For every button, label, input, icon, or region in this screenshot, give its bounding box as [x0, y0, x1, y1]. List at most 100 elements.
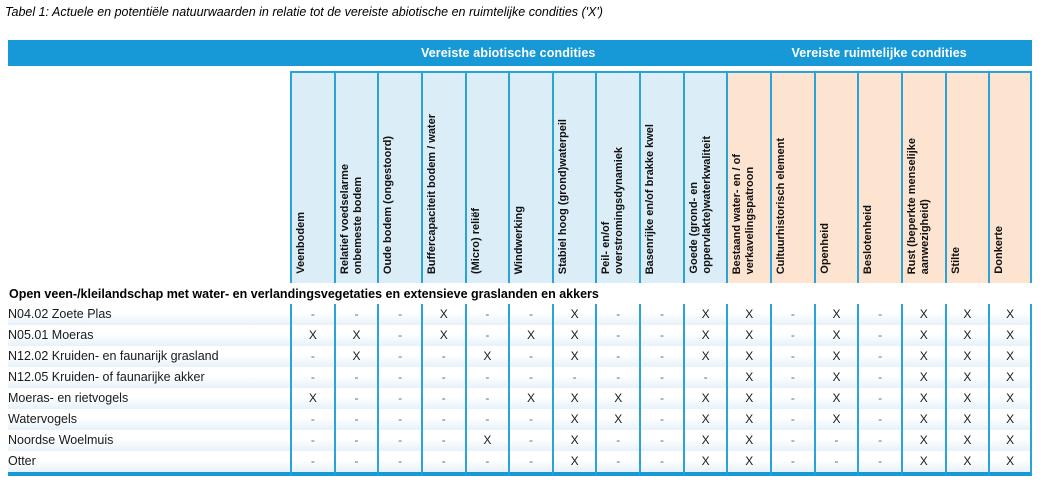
value-cell: X [944, 325, 989, 346]
value-cell: X [333, 325, 378, 346]
column-header-label: Cultuurhistorisch element [775, 137, 788, 274]
value-cell: - [333, 304, 378, 325]
row-label: N12.02 Kruiden- en faunarijk grasland [8, 346, 290, 367]
value-cell: X [813, 388, 858, 409]
value-cell: X [988, 304, 1032, 325]
value-cell: X [988, 346, 1032, 367]
value-cell: X [726, 388, 771, 409]
value-cell: X [420, 325, 465, 346]
value-cell: X [944, 451, 989, 476]
value-cell: X [900, 325, 945, 346]
value-cell: X [551, 346, 596, 367]
value-cell: X [464, 430, 509, 451]
value-cell: X [988, 409, 1032, 430]
column-header-label: (Micro) reliëf [469, 207, 482, 274]
column-header: Windwerking [508, 71, 552, 283]
column-header: (Micro) reliëf [464, 71, 509, 283]
value-cell: X [508, 388, 552, 409]
value-cell: X [813, 346, 858, 367]
value-cell: - [639, 367, 683, 388]
column-header: Basenrijke en/of brakke kwel [639, 71, 683, 283]
value-cell: - [551, 367, 596, 388]
value-cell: X [595, 409, 640, 430]
value-cell: - [857, 451, 901, 476]
value-cell: X [988, 325, 1032, 346]
value-cell: X [682, 346, 727, 367]
value-cell: X [682, 304, 727, 325]
corner-cell [8, 71, 290, 283]
column-header: Openheid [813, 71, 858, 283]
value-cell: - [639, 388, 683, 409]
value-cell: - [770, 325, 814, 346]
value-cell: - [377, 346, 421, 367]
value-cell: - [333, 388, 378, 409]
row-label: Noordse Woelmuis [8, 430, 290, 451]
value-cell: - [857, 409, 901, 430]
value-cell: - [770, 304, 814, 325]
value-cell: - [595, 346, 640, 367]
value-cell: - [464, 325, 509, 346]
value-cell: X [944, 304, 989, 325]
column-header: Bestaand water- en / of verkavelingspatr… [726, 71, 771, 283]
value-cell: - [639, 430, 683, 451]
value-cell: X [988, 451, 1032, 476]
value-cell: - [595, 430, 640, 451]
value-cell: - [857, 367, 901, 388]
value-cell: - [595, 451, 640, 476]
value-cell: - [377, 430, 421, 451]
value-cell: - [813, 430, 858, 451]
value-cell: - [639, 325, 683, 346]
value-cell: - [377, 304, 421, 325]
value-cell: X [464, 346, 509, 367]
value-cell: - [639, 409, 683, 430]
value-cell: X [726, 367, 771, 388]
value-cell: - [420, 451, 465, 476]
value-cell: X [726, 346, 771, 367]
value-cell: - [595, 325, 640, 346]
value-cell: - [420, 367, 465, 388]
value-cell: X [682, 388, 727, 409]
value-cell: X [900, 430, 945, 451]
column-header-label: Openheid [818, 223, 831, 274]
nature-values-table: Vereiste abiotische condities Vereiste ru… [8, 40, 1032, 476]
row-label: N05.01 Moeras [8, 325, 290, 346]
value-cell: X [900, 388, 945, 409]
value-cell: - [290, 346, 334, 367]
value-cell: - [857, 304, 901, 325]
value-cell: - [290, 451, 334, 476]
value-cell: X [682, 409, 727, 430]
value-cell: X [944, 409, 989, 430]
value-cell: - [639, 304, 683, 325]
value-cell: X [420, 304, 465, 325]
table-row: N12.02 Kruiden- en faunarijk grasland - X -… [8, 346, 1032, 367]
row-label: Otter [8, 451, 290, 476]
value-cell: - [333, 430, 378, 451]
value-cell: X [290, 388, 334, 409]
value-cell: - [857, 388, 901, 409]
value-cell: X [551, 388, 596, 409]
value-cell: X [508, 325, 552, 346]
value-cell: - [464, 304, 509, 325]
column-header: Veenbodem [290, 71, 334, 283]
value-cell: - [290, 430, 334, 451]
value-cell: X [682, 430, 727, 451]
column-header-label: Veenbodem [295, 212, 307, 274]
value-cell: X [726, 325, 771, 346]
column-header-label: Rust (beperkte menselijke aanwezigheid) [905, 137, 932, 274]
value-cell: - [464, 367, 509, 388]
band-leading-cell [8, 40, 290, 71]
value-cell: - [377, 409, 421, 430]
value-cell: - [377, 388, 421, 409]
value-cell: - [508, 346, 552, 367]
column-header: Stabiel hoog (grond)waterpeil [551, 71, 596, 283]
value-cell: - [377, 367, 421, 388]
column-header-label: Donkerte [993, 226, 1006, 274]
column-header: Peil- en/of overstromingsdynamiek [595, 71, 640, 283]
value-cell: - [770, 430, 814, 451]
value-cell: - [508, 430, 552, 451]
table-row: Noordse Woelmuis - - - - X - X - - X X - - - X X X [8, 430, 1032, 451]
value-cell: - [508, 451, 552, 476]
column-header-label: Buffercapaciteit bodem / water [425, 113, 438, 274]
table-row: N12.05 Kruiden- of faunarijke akker - - - - -… [8, 367, 1032, 388]
value-cell: - [770, 409, 814, 430]
